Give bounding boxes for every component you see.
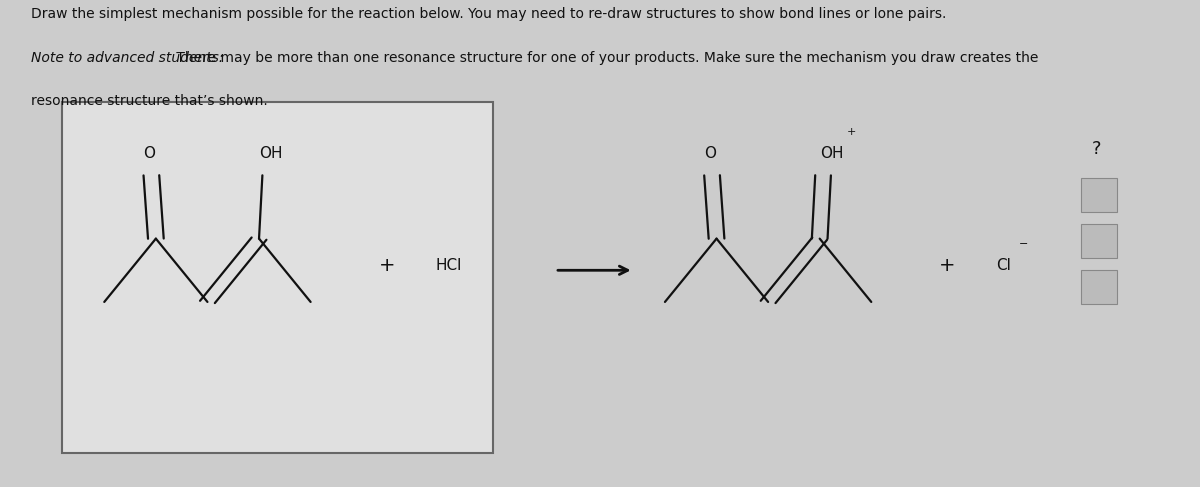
Text: O: O — [143, 146, 155, 161]
Text: OH: OH — [259, 146, 283, 161]
Text: Draw the simplest mechanism possible for the reaction below. You may need to re-: Draw the simplest mechanism possible for… — [31, 7, 947, 21]
FancyBboxPatch shape — [1081, 224, 1117, 258]
Text: Note to advanced students:: Note to advanced students: — [31, 51, 224, 65]
Text: There may be more than one resonance structure for one of your products. Make su: There may be more than one resonance str… — [172, 51, 1038, 65]
Text: O: O — [704, 146, 716, 161]
Text: OH: OH — [821, 146, 844, 161]
FancyBboxPatch shape — [61, 102, 493, 453]
FancyBboxPatch shape — [1081, 178, 1117, 212]
Text: HCl: HCl — [436, 258, 462, 273]
Text: +: + — [379, 256, 395, 275]
Text: +: + — [846, 128, 856, 137]
Text: ?: ? — [1092, 140, 1102, 157]
Text: Cl: Cl — [996, 258, 1012, 273]
Text: resonance structure that’s shown.: resonance structure that’s shown. — [31, 94, 268, 108]
Text: −: − — [1019, 239, 1028, 248]
FancyBboxPatch shape — [1081, 270, 1117, 304]
Text: +: + — [940, 256, 955, 275]
